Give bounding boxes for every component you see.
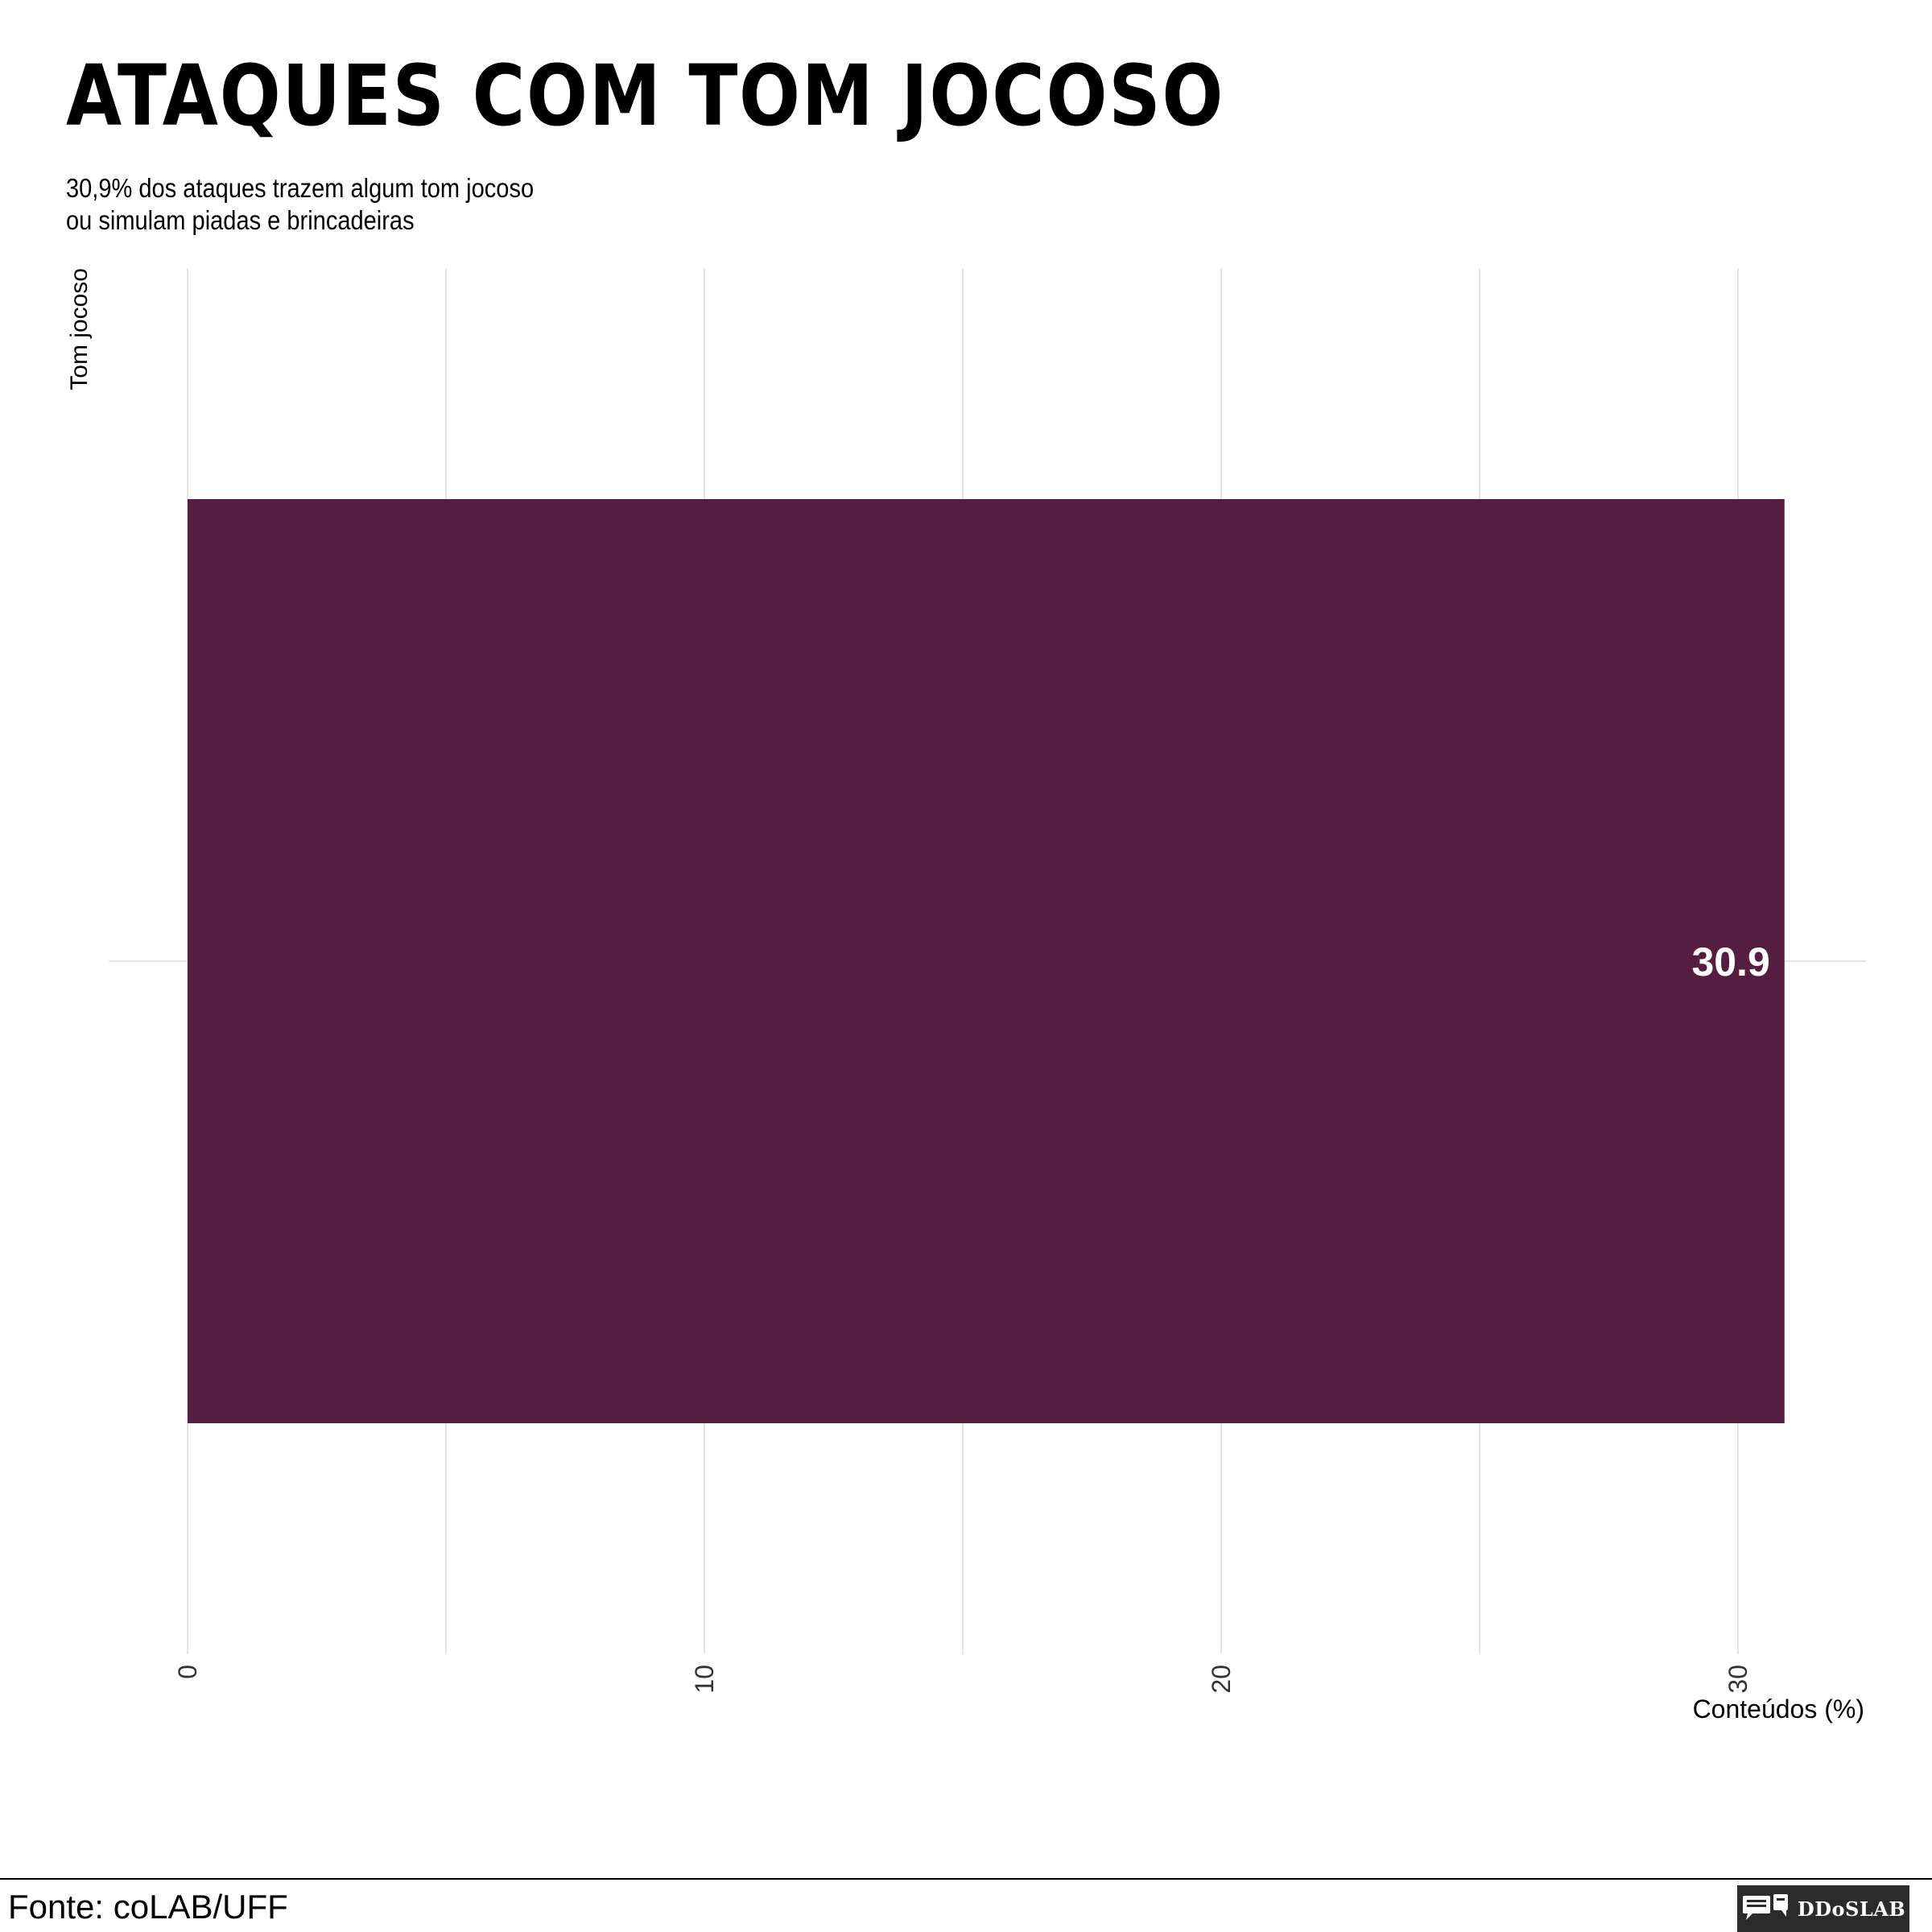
ddoslab-logo: DDoSLAB (1737, 1885, 1909, 1932)
footer-divider (0, 1878, 1932, 1880)
x-tick-label: 0 (173, 1665, 202, 1679)
chart-subtitle: 30,9% dos ataques trazem algum tom jocos… (66, 172, 534, 237)
x-tick-label: 20 (1207, 1665, 1236, 1694)
chart-title: ATAQUES COM TOM JOCOSO (66, 47, 1225, 145)
x-axis-label: Conteúdos (%) (1693, 1695, 1864, 1724)
subtitle-line-1: 30,9% dos ataques trazem algum tom jocos… (66, 173, 535, 203)
chat-bubbles-icon (1741, 1893, 1790, 1926)
source-note: Fonte: coLAB/UFF (8, 1888, 288, 1926)
y-axis-label: Tom jocoso (66, 268, 93, 390)
bar (188, 499, 1785, 1423)
bar-chart: 30.9 0 10 20 30 Tom jocoso Conteúdos (%) (66, 268, 1866, 1724)
x-tick-labels-group: 0 10 20 30 (173, 1665, 1752, 1694)
x-tick-label: 10 (690, 1665, 719, 1694)
bars-group (188, 499, 1785, 1423)
subtitle-line-2: ou simulam piadas e brincadeiras (66, 205, 415, 235)
x-tick-label: 30 (1724, 1665, 1752, 1694)
bar-value-label: 30.9 (1691, 939, 1769, 985)
bar-labels-group: 30.9 (1691, 939, 1769, 985)
logo-text: DDoSLAB (1797, 1897, 1906, 1921)
